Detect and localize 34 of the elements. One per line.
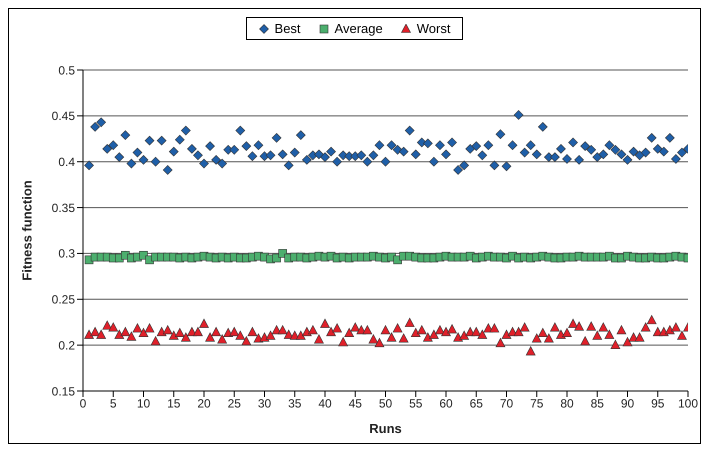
y-axis-title: Fitness function — [20, 180, 35, 281]
y-tick-label: 0.5 — [58, 63, 76, 78]
x-tick-label: 100 — [678, 396, 698, 411]
x-tick-label: 95 — [651, 396, 665, 411]
legend-label: Average — [334, 21, 383, 36]
y-tick-label: 0.35 — [52, 200, 76, 215]
y-tick-label: 0.3 — [58, 246, 76, 261]
x-tick-label: 10 — [136, 396, 150, 411]
y-tick-label: 0.15 — [52, 384, 76, 398]
x-tick-label: 60 — [439, 396, 453, 411]
x-tick-label: 35 — [288, 396, 302, 411]
x-tick-label: 70 — [500, 396, 514, 411]
x-tick-label: 0 — [80, 396, 87, 411]
x-tick-label: 15 — [167, 396, 181, 411]
x-tick-label: 65 — [470, 396, 484, 411]
x-axis-title: Runs — [369, 421, 402, 436]
legend-label: Best — [274, 21, 301, 36]
x-tick-label: 90 — [620, 396, 634, 411]
x-tick-label: 30 — [258, 396, 272, 411]
x-tick-label: 5 — [110, 396, 117, 411]
y-tick-label: 0.25 — [52, 292, 76, 307]
x-tick-label: 80 — [560, 396, 574, 411]
x-tick-label: 75 — [530, 396, 544, 411]
y-tick-label: 0.2 — [58, 338, 76, 352]
x-tick-label: 50 — [378, 396, 392, 411]
x-tick-label: 55 — [409, 396, 423, 411]
x-tick-label: 40 — [318, 396, 332, 411]
x-tick-label: 85 — [590, 396, 604, 411]
x-tick-label: 45 — [348, 396, 362, 411]
legend-label: Worst — [416, 21, 450, 36]
y-tick-label: 0.4 — [58, 154, 76, 169]
y-tick-label: 0.45 — [52, 109, 76, 124]
x-tick-label: 25 — [228, 396, 242, 411]
x-tick-label: 20 — [197, 396, 211, 411]
